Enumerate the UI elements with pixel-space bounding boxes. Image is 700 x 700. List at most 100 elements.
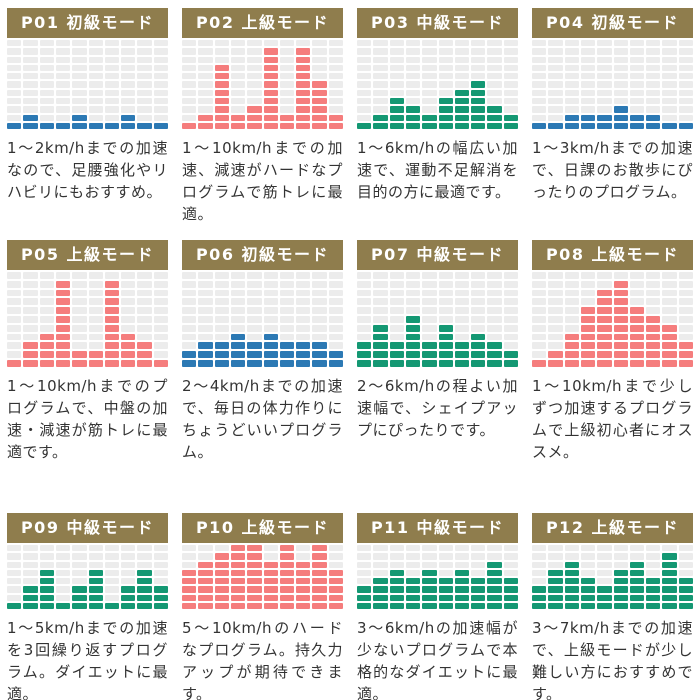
chart-filled-cell <box>487 106 502 113</box>
chart-filled-cell <box>646 324 661 332</box>
chart-empty-cell <box>328 315 343 323</box>
chart-filled-cell <box>39 333 54 341</box>
chart-filled-cell <box>328 114 343 121</box>
chart-empty-cell <box>487 98 502 105</box>
chart-empty-cell <box>39 315 54 323</box>
chart-empty-cell <box>389 561 404 568</box>
chart-filled-cell <box>263 56 278 63</box>
chart-empty-cell <box>72 73 87 80</box>
chart-filled-cell <box>121 122 136 130</box>
chart-empty-cell <box>532 98 547 105</box>
chart-filled-cell <box>247 122 262 130</box>
chart-empty-cell <box>39 307 54 314</box>
program-mode-label: 中級モード <box>416 518 505 537</box>
chart-empty-cell <box>454 333 470 341</box>
chart-empty-cell <box>137 89 152 97</box>
chart-empty-cell <box>55 40 71 47</box>
chart-empty-cell <box>279 64 295 72</box>
chart-empty-cell <box>214 298 229 306</box>
chart-empty-cell <box>137 56 152 63</box>
chart-empty-cell <box>357 561 372 568</box>
chart-filled-cell <box>39 586 54 593</box>
chart-empty-cell <box>629 280 645 288</box>
chart-filled-cell <box>182 586 197 593</box>
chart-empty-cell <box>153 73 168 80</box>
chart-empty-cell <box>678 81 693 88</box>
chart-filled-cell <box>564 122 579 130</box>
chart-filled-cell <box>487 594 502 602</box>
chart-empty-cell <box>312 56 327 63</box>
chart-filled-cell <box>613 351 628 358</box>
chart-filled-cell <box>263 586 278 593</box>
chart-empty-cell <box>121 315 136 323</box>
chart-empty-cell <box>7 48 22 55</box>
chart-empty-cell <box>182 545 197 552</box>
chart-filled-cell <box>454 594 470 602</box>
chart-filled-cell <box>279 578 295 585</box>
chart-empty-cell <box>678 114 693 121</box>
program-id: P01 <box>20 13 60 32</box>
chart-empty-cell <box>198 106 213 113</box>
chart-empty-cell <box>422 48 437 55</box>
chart-empty-cell <box>88 114 103 121</box>
chart-filled-cell <box>23 359 38 367</box>
chart-filled-cell <box>597 298 612 306</box>
chart-filled-cell <box>296 89 311 97</box>
chart-filled-cell <box>373 586 388 593</box>
chart-empty-cell <box>263 307 278 314</box>
chart-empty-cell <box>7 289 22 297</box>
chart-empty-cell <box>39 553 54 560</box>
chart-filled-cell <box>629 333 645 341</box>
chart-empty-cell <box>357 553 372 560</box>
chart-filled-cell <box>487 603 502 610</box>
chart-filled-cell <box>247 106 262 113</box>
chart-filled-cell <box>23 594 38 602</box>
chart-filled-cell <box>597 359 612 367</box>
chart-filled-cell <box>328 586 343 593</box>
chart-empty-cell <box>373 272 388 279</box>
program-description: 1〜6km/hの幅広い加速で、運動不足解消を目的の方に最適です。 <box>357 139 518 202</box>
chart-empty-cell <box>503 280 518 288</box>
chart-empty-cell <box>678 315 693 323</box>
chart-filled-cell <box>678 594 693 602</box>
chart-filled-cell <box>678 122 693 130</box>
chart-empty-cell <box>182 272 197 279</box>
chart-filled-cell <box>72 586 87 593</box>
program-mode-label: 中級モード <box>66 518 155 537</box>
program-panel: P03 中級モード 1〜6km/hの幅広い加速で、運動不足解消を目的の方に最適で… <box>350 8 525 240</box>
chart-empty-cell <box>532 280 547 288</box>
chart-empty-cell <box>263 280 278 288</box>
chart-filled-cell <box>39 603 54 610</box>
chart-empty-cell <box>373 553 388 560</box>
panel-header: P04 初級モード <box>532 8 693 38</box>
chart-empty-cell <box>662 64 677 72</box>
chart-empty-cell <box>279 298 295 306</box>
chart-filled-cell <box>629 351 645 358</box>
chart-filled-cell <box>279 342 295 350</box>
chart-empty-cell <box>39 280 54 288</box>
chart-empty-cell <box>7 553 22 560</box>
program-id: P10 <box>195 518 235 537</box>
chart-empty-cell <box>230 40 246 47</box>
chart-filled-cell <box>564 359 579 367</box>
chart-filled-cell <box>597 351 612 358</box>
chart-filled-cell <box>373 342 388 350</box>
program-mode-label: 上級モード <box>241 518 330 537</box>
chart-empty-cell <box>182 64 197 72</box>
chart-empty-cell <box>104 569 120 577</box>
chart-filled-cell <box>214 64 229 72</box>
chart-filled-cell <box>646 351 661 358</box>
chart-filled-cell <box>214 594 229 602</box>
chart-filled-cell <box>487 586 502 593</box>
chart-empty-cell <box>503 553 518 560</box>
chart-empty-cell <box>564 48 579 55</box>
chart-filled-cell <box>230 351 246 358</box>
chart-filled-cell <box>580 114 596 121</box>
chart-filled-cell <box>279 122 295 130</box>
panel-header: P06 初級モード <box>182 240 343 270</box>
chart-filled-cell <box>198 594 213 602</box>
chart-empty-cell <box>357 298 372 306</box>
program-mode-label: 初級モード <box>241 245 330 264</box>
chart-empty-cell <box>357 307 372 314</box>
chart-empty-cell <box>153 569 168 577</box>
